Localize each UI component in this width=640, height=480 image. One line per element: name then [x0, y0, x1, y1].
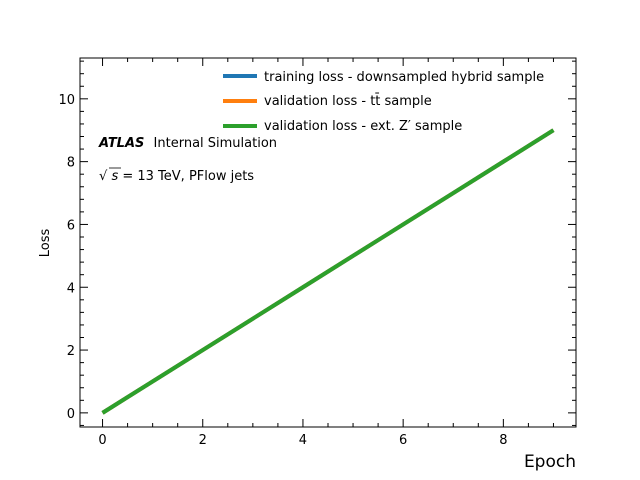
- x-tick-label: 8: [499, 433, 507, 448]
- series-lines: [101, 128, 555, 415]
- series-line-3: [101, 128, 555, 415]
- legend-label-training: training loss - downsampled hybrid sampl…: [264, 70, 544, 85]
- energy-text: = 13 TeV, PFlow jets: [122, 169, 254, 184]
- x-tick-label: 0: [98, 433, 106, 448]
- legend-label-validation-zprime: validation loss - ext. Z′ sample: [264, 119, 462, 134]
- y-tick-label: 2: [67, 344, 75, 359]
- x-tick-label: 2: [199, 433, 207, 448]
- y-tick-label: 4: [67, 281, 75, 296]
- energy-label: √ s = 13 TeV, PFlow jets: [99, 169, 254, 184]
- atlas-status-text: Internal Simulation: [154, 136, 277, 151]
- legend: training loss - downsampled hybrid sampl…: [223, 70, 544, 134]
- sqrt-argument: s: [111, 169, 118, 184]
- x-axis-title: Epoch: [524, 452, 576, 472]
- tick-labels: 0 2 4 6 8 0 2 4 6 8 10: [58, 93, 507, 448]
- atlas-label: ATLAS Internal Simulation: [98, 136, 277, 151]
- y-tick-label: 8: [67, 156, 75, 171]
- sqrt-symbol: √: [99, 169, 108, 184]
- atlas-logo-text: ATLAS: [98, 136, 144, 151]
- x-tick-label: 4: [299, 433, 307, 448]
- y-axis-title: Loss: [38, 229, 53, 258]
- x-tick-label: 6: [399, 433, 407, 448]
- y-tick-label: 10: [58, 93, 75, 108]
- plot-frame: [79, 57, 577, 428]
- axis-ticks: [80, 58, 576, 427]
- y-tick-label: 6: [67, 218, 75, 233]
- y-tick-label: 0: [67, 407, 75, 422]
- legend-label-validation-ttbar: validation loss - tt̄ sample: [264, 94, 432, 109]
